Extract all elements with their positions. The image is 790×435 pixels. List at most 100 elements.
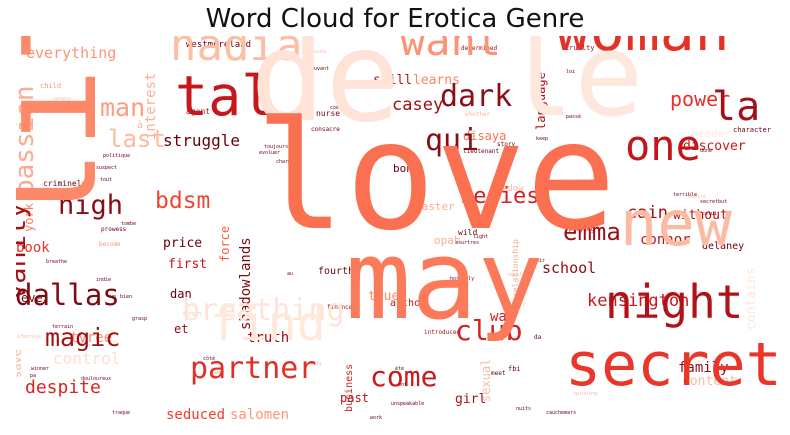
word-douloureux: douloureux [81,376,111,382]
word-wrong: wrong [52,105,67,111]
word-breathing: breathing [182,293,345,328]
word-mouvant: mouvant [308,66,329,72]
word-girl: girl [455,392,486,407]
word-secret: secret [565,330,776,400]
word-eve: eve [21,291,43,305]
word-indie: indie [96,277,111,283]
word-realize: realize [293,201,299,222]
word-man: man [100,93,145,122]
word-determined: determined [461,45,498,52]
word-spinning: spinning [573,391,597,397]
word-shadowlands: shadowlands [238,237,254,330]
word-whether: whether [465,111,491,118]
word-contains: contains [744,267,759,330]
word-truth: truth [247,330,289,346]
word-pa: pa [30,373,36,379]
word-vanity: vanity [16,202,32,300]
word-agent: agent [186,107,210,116]
word-keep: keep [536,136,548,142]
word-one: one [625,121,701,170]
word-force: force [218,226,232,262]
word-cain: cain [627,203,668,223]
word-sexual: sexual [479,359,493,402]
word-delaney: delaney [702,241,744,252]
word-charme: charme [276,159,294,165]
word-dan: dan [170,287,192,301]
word-light: light [473,234,488,240]
word-child: child [40,82,61,90]
word-lifestyle: lifestyle [16,334,41,340]
word-morgan: morgan [183,311,201,317]
word-breathe: breathe [46,259,67,265]
word-et: et [174,322,188,336]
word-kensington: kensington [587,291,689,311]
word-business: business [344,364,355,412]
word-magic: magic [45,323,120,352]
word-woman: woman [555,36,730,64]
word-dark: dark [440,79,512,114]
word-gritty: gritty [304,361,322,367]
word-celui: celui [702,211,717,217]
word-school: school [542,259,596,277]
word-à: à [137,119,143,131]
word-loi: loi [566,69,575,75]
word-grasp: grasp [132,316,147,322]
word-la: la [712,84,760,130]
word-discover: discover [683,139,746,154]
word-au: au [287,271,293,277]
word-story: story [497,141,515,148]
word-emma: emma [563,218,621,246]
word-struggle: struggle [163,131,240,150]
word-tombe: tombe [121,221,136,227]
word-cloud: politique suspect evoluer unspeakable work al… [16,36,776,429]
word-un: un [110,294,116,300]
word-dallas: dallas [16,278,120,312]
word-fbi: fbi [508,365,521,373]
word-cloud-canvas: politique suspect evoluer unspeakable work al… [16,36,776,423]
word-tal: tal [175,64,274,128]
word-true: true [368,289,399,304]
word-partner: partner [190,351,316,386]
word-york: york [22,202,36,232]
word-passion: passion [16,85,40,195]
word-de: de [250,36,401,150]
word-last: last [108,125,166,153]
word-westmoreland: westmoreland [186,40,251,50]
word-high: high [58,190,123,221]
word-content: content [682,374,737,389]
word-master: master [415,200,455,213]
word-secretbut: secretbut [700,199,727,205]
word-book: book [16,240,50,256]
word-alaska: alaska [308,49,326,55]
word-caress: caress [53,96,71,102]
word-yasir: yasir [508,301,526,308]
word-nadia: nadia [170,36,302,71]
word-comme: comme [330,105,345,111]
word-reader: reader [691,127,731,140]
word-interest: interest [143,73,159,140]
word-save: save [16,349,24,378]
word-first: first [168,257,207,272]
word-seduced: seduced [166,407,225,423]
word-author: author [390,298,426,309]
word-horribly: horribly [450,276,474,282]
word-done: done [700,148,712,154]
word-winner: winner [31,366,49,372]
word-night: night [605,275,743,329]
word-way: way [490,309,515,325]
word-qui: qui [425,123,479,158]
word-without: without [673,208,728,223]
word-work: work [370,415,382,421]
word-avoir: avoir [530,258,545,264]
word-new: new [620,187,733,260]
word-bond: bond [393,162,420,175]
word-casey: casey [392,95,443,115]
word-suspect: suspect [96,165,117,171]
word-bien: bien [120,294,132,300]
word-find: find [210,296,326,352]
word-price: price [163,236,202,251]
word-family: family [678,360,729,376]
word-playing: playing [569,226,595,233]
chart-title: Word Cloud for Erotica Genre [205,4,585,34]
word-da: da [534,334,542,341]
